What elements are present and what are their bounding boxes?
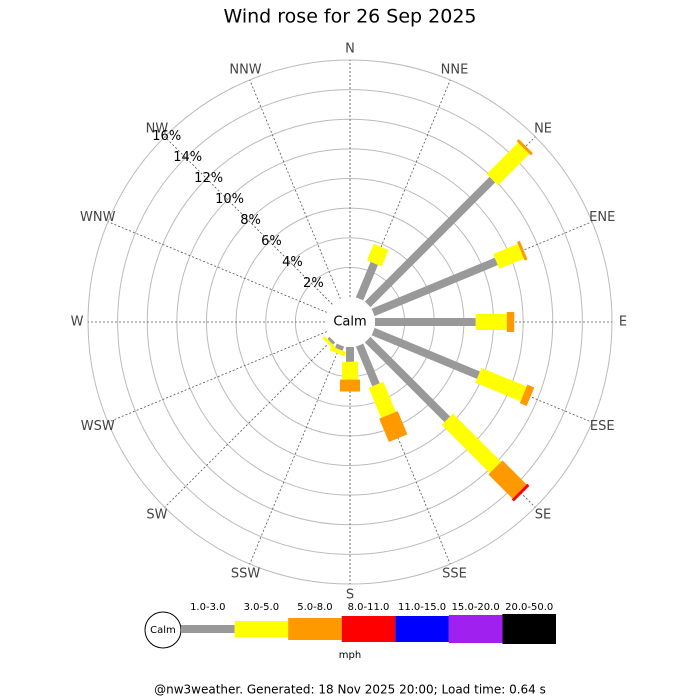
direction-label: ESE (590, 419, 615, 434)
bar-segment (371, 257, 498, 317)
legend-label: 20.0-50.0 (505, 602, 553, 613)
tick-label: 14% (173, 150, 202, 165)
tick-label: 2% (303, 276, 324, 291)
bar-segment (322, 336, 336, 350)
direction-label: S (346, 588, 354, 603)
bar-segment (493, 243, 524, 269)
bar-segment (379, 411, 408, 442)
direction-label: E (619, 315, 627, 330)
bar-segment (488, 460, 527, 499)
grid-ring (117, 89, 583, 555)
bar-segment (516, 139, 533, 156)
legend-swatch (395, 616, 449, 642)
spoke (249, 344, 341, 565)
bar-segment (519, 384, 535, 406)
legend-label: 15.0-20.0 (452, 602, 500, 613)
direction-label: WSW (81, 419, 115, 434)
legend-swatch (181, 625, 235, 633)
spoke (359, 344, 451, 565)
legend-label: 11.0-15.0 (398, 602, 446, 613)
spoke (107, 221, 328, 313)
legend-label: 1.0-3.0 (190, 602, 225, 613)
direction-label: SSW (231, 567, 261, 582)
bar-segment (364, 336, 451, 423)
tick-label: 12% (194, 171, 223, 186)
bar-segment (371, 327, 481, 379)
direction-label: NNE (441, 62, 469, 77)
tick-label: 10% (215, 192, 244, 207)
spoke (359, 79, 451, 300)
bar-segment (355, 261, 379, 301)
calm-circle (325, 297, 375, 347)
legend-label: 5.0-8.0 (297, 602, 332, 613)
chart-title: Wind rose for 26 Sep 2025 (223, 6, 476, 28)
bar-segment (364, 176, 496, 308)
spoke (164, 136, 333, 305)
legend-calm-label: Calm (150, 625, 176, 636)
legend-swatch (502, 614, 556, 644)
spoke (249, 79, 341, 300)
legend-unit: mph (339, 650, 361, 661)
direction-label: NW (146, 121, 169, 136)
legend-label: 8.0-11.0 (348, 602, 390, 613)
direction-label: SSE (442, 567, 467, 582)
spoke (164, 339, 333, 508)
legend-swatch (288, 618, 342, 640)
calm-label: Calm (333, 315, 366, 330)
bar-segment (366, 243, 389, 267)
spoke (372, 331, 593, 423)
bar-segment (335, 343, 345, 351)
legend-swatch (341, 616, 396, 642)
direction-label: SE (535, 508, 551, 523)
tick-label: 4% (282, 255, 303, 270)
direction-label: ENE (589, 210, 615, 225)
legend-label: 3.0-5.0 (244, 602, 279, 613)
tick-label: 6% (261, 234, 282, 249)
tick-label: 8% (240, 213, 261, 228)
direction-label: W (71, 315, 84, 330)
bar-segment (441, 413, 502, 474)
bar-segment (355, 343, 380, 387)
bar-segment (368, 381, 396, 418)
legend-swatch (448, 615, 503, 643)
direction-label: N (345, 42, 355, 57)
direction-label: WNW (80, 210, 116, 225)
footer: @nw3weather. Generated: 18 Nov 2025 20:0… (154, 683, 546, 697)
bar-segment (475, 367, 527, 402)
direction-label: NNW (229, 62, 261, 77)
bar-segment (517, 240, 528, 261)
bar-segment (327, 336, 336, 345)
spoke (107, 331, 328, 423)
direction-label: SW (146, 508, 167, 523)
direction-label: NE (534, 121, 552, 136)
tick-label: 16% (152, 129, 181, 144)
bar-segment (511, 483, 530, 502)
bar-segment (486, 142, 530, 186)
spoke (372, 221, 593, 313)
legend-swatch (234, 621, 289, 637)
bar-segment (329, 346, 347, 357)
